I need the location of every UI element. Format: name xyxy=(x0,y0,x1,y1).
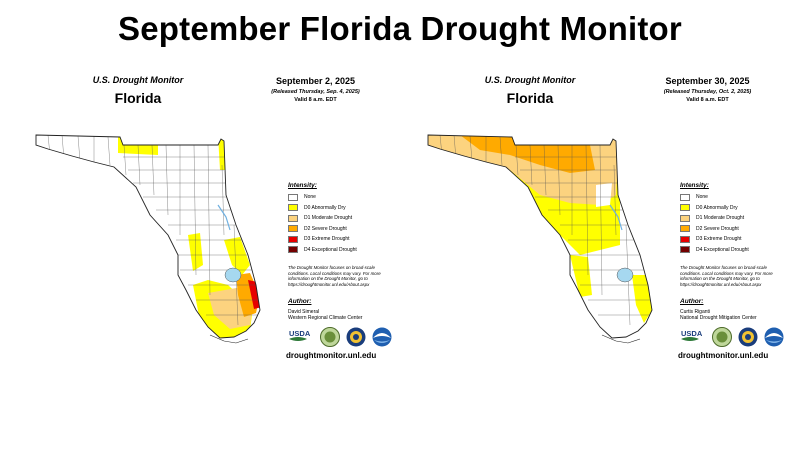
website-link[interactable]: droughtmonitor.unl.edu xyxy=(286,351,377,360)
noaa-logo xyxy=(764,327,784,347)
florida-keys xyxy=(209,334,249,344)
legend-swatch xyxy=(288,225,298,233)
noaa-logo xyxy=(372,327,392,347)
usdm-header: U.S. Drought Monitor xyxy=(484,75,576,85)
legend-swatch xyxy=(680,235,690,243)
author-label: Author: xyxy=(680,298,704,305)
legend-swatch xyxy=(680,204,690,212)
st-johns-river xyxy=(609,204,623,231)
drought-panel-sep-30: U.S. Drought Monitor Florida September 3… xyxy=(400,70,792,370)
ndmc-logo xyxy=(320,327,340,347)
state-name: Florida xyxy=(506,90,554,106)
legend-item-d0: D0 Abnormally Dry xyxy=(288,203,398,214)
legend: Intensity: None D0 Abnormally Dry D1 Mod… xyxy=(680,182,790,255)
legend-item-d1: D1 Moderate Drought xyxy=(680,213,790,224)
d0-southeast-area xyxy=(632,275,652,323)
author-org: National Drought Mitigation Center xyxy=(680,315,757,321)
author-org: Western Regional Climate Center xyxy=(288,315,363,321)
svg-text:USDA: USDA xyxy=(289,329,311,338)
map-date: September 2, 2025 xyxy=(275,76,356,86)
author-name: Curtis Riganti xyxy=(680,309,711,315)
legend-swatch xyxy=(680,246,690,254)
drought-panel-sep-2: U.S. Drought Monitor Florida September 2… xyxy=(8,70,400,370)
legend-item-d3: D3 Extreme Drought xyxy=(288,234,398,245)
legend-swatch xyxy=(288,204,298,212)
d0-west-central-area xyxy=(570,255,592,297)
legend-note: The Drought Monitor focuses on broad-sca… xyxy=(288,265,381,287)
valid-time: Valid 8 a.m. EDT xyxy=(294,97,337,103)
legend-item-d3: D3 Extreme Drought xyxy=(680,234,790,245)
d0-east-central-area xyxy=(224,237,250,275)
noaa-doc-logo xyxy=(346,327,366,347)
none-northeast-pocket xyxy=(596,183,612,207)
svg-text:USDA: USDA xyxy=(681,329,703,338)
partner-logos: USDA xyxy=(681,327,784,347)
legend-note: The Drought Monitor focuses on broad-sca… xyxy=(680,265,773,287)
legend-swatch xyxy=(288,235,298,243)
release-date: (Released Thursday, Oct. 2, 2025) xyxy=(663,89,752,95)
partner-logos: USDA xyxy=(289,327,392,347)
florida-drought-map xyxy=(427,134,653,344)
author-name: David Simeral xyxy=(288,309,320,315)
legend-item-d4: D4 Exceptional Drought xyxy=(680,245,790,256)
website-link[interactable]: droughtmonitor.unl.edu xyxy=(678,351,769,360)
legend-item-d0: D0 Abnormally Dry xyxy=(680,203,790,214)
st-johns-river xyxy=(217,204,231,231)
release-date: (Released Thursday, Sep. 4, 2025) xyxy=(271,89,360,95)
legend-item-d2: D2 Severe Drought xyxy=(288,224,398,235)
legend-title: Intensity: xyxy=(680,182,709,189)
legend-swatch xyxy=(680,193,690,201)
d2-north-area xyxy=(460,135,595,173)
legend-item-d4: D4 Exceptional Drought xyxy=(288,245,398,256)
valid-time: Valid 8 a.m. EDT xyxy=(686,97,729,103)
usda-logo: USDA xyxy=(681,329,703,341)
legend-item-d1: D1 Moderate Drought xyxy=(288,213,398,224)
drought-areas xyxy=(118,135,260,338)
legend-title: Intensity: xyxy=(288,182,317,189)
usda-logo: USDA xyxy=(289,329,311,341)
florida-outline xyxy=(35,134,261,339)
legend-swatch xyxy=(288,193,298,201)
legend-swatch xyxy=(288,214,298,222)
legend-item-none: None xyxy=(288,192,398,203)
author-label: Author: xyxy=(288,298,312,305)
florida-drought-map xyxy=(35,134,261,344)
legend-swatch xyxy=(680,214,690,222)
florida-outline xyxy=(427,134,653,339)
legend: Intensity: None D0 Abnormally Dry D1 Mod… xyxy=(288,182,398,255)
lake-okeechobee xyxy=(616,267,634,283)
map-date: September 30, 2025 xyxy=(665,76,750,86)
state-name: Florida xyxy=(114,90,162,106)
usdm-header: U.S. Drought Monitor xyxy=(92,75,184,85)
ndmc-logo xyxy=(712,327,732,347)
legend-swatch xyxy=(288,246,298,254)
legend-item-none: None xyxy=(680,192,790,203)
florida-keys xyxy=(601,334,641,344)
page-title: September Florida Drought Monitor xyxy=(118,10,682,47)
lake-okeechobee xyxy=(224,267,242,283)
legend-swatch xyxy=(680,225,690,233)
county-lines xyxy=(47,135,258,326)
county-lines xyxy=(439,135,650,326)
noaa-doc-logo xyxy=(738,327,758,347)
legend-item-d2: D2 Severe Drought xyxy=(680,224,790,235)
